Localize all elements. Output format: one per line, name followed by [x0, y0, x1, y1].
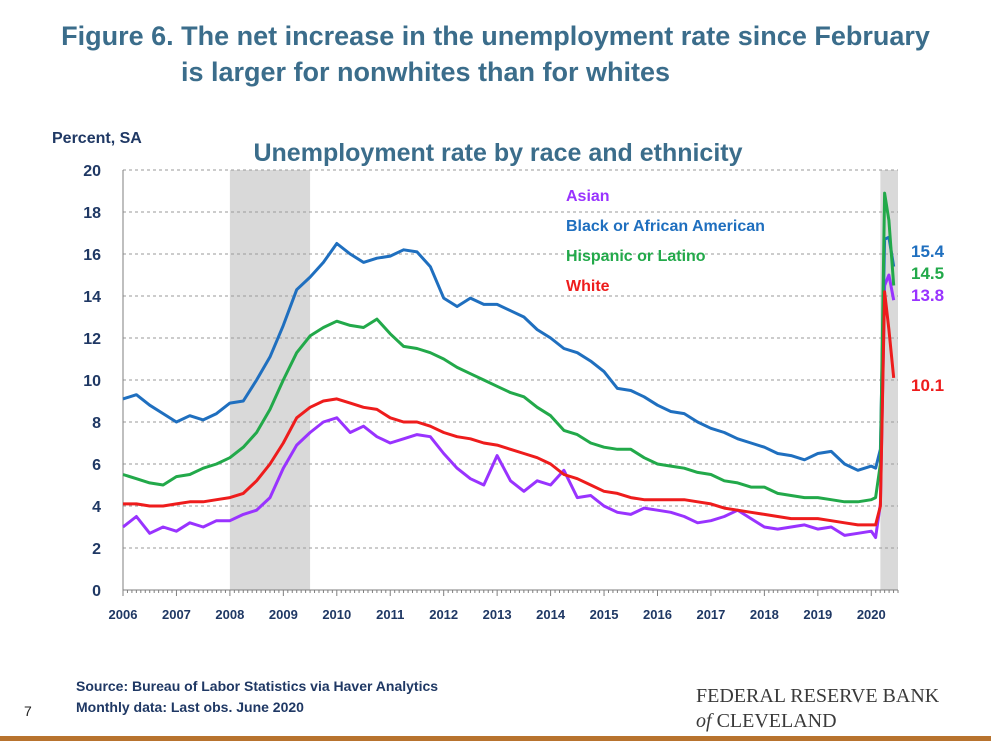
x-tick-label: 2013: [483, 607, 512, 622]
end-value-label-1: 15.4: [911, 242, 945, 261]
x-tick-label: 2016: [643, 607, 672, 622]
logo-line-1: FEDERAL RESERVE BANK: [696, 685, 940, 707]
figure-title: Figure 6. The net increase in the unempl…: [0, 18, 991, 90]
x-tick-label: 2015: [590, 607, 619, 622]
figure-title-line-1: Figure 6. The net increase in the unempl…: [61, 21, 930, 51]
series-line-3: [123, 290, 896, 527]
x-tick-label: 2019: [803, 607, 832, 622]
y-tick-label: 12: [83, 331, 101, 348]
series-line-0: [122, 273, 896, 539]
source-note: Source: Bureau of Labor Statistics via H…: [76, 676, 438, 718]
chart-title: Unemployment rate by race and ethnicity: [253, 139, 742, 167]
page-number: 7: [24, 703, 32, 719]
series-line-1: [122, 235, 896, 472]
end-value-label-0: 13.8: [911, 286, 944, 305]
legend-entry-2: Hispanic or Latino: [566, 248, 706, 265]
x-tick-label: 2010: [322, 607, 351, 622]
y-tick-label: 4: [92, 499, 101, 516]
x-tick-label: 2009: [269, 607, 298, 622]
y-tick-label: 2: [92, 541, 101, 558]
end-value-label-3: 10.1: [911, 376, 944, 395]
y-axis-label: Percent, SA: [52, 130, 142, 147]
logo-of: of: [696, 710, 712, 732]
x-tick-label: 2012: [429, 607, 458, 622]
y-tick-label: 10: [83, 373, 101, 390]
legend-entry-1: Black or African American: [566, 218, 765, 235]
x-tick-label: 2007: [162, 607, 191, 622]
figure-title-line-2: is larger for nonwhites than for whites: [180, 57, 671, 87]
y-tick-label: 14: [83, 289, 101, 306]
x-tick-label: 2011: [376, 607, 404, 622]
y-tick-label: 16: [83, 247, 101, 264]
source-text: Source: Bureau of Labor Statistics via H…: [76, 678, 439, 694]
x-tick-label: 2014: [536, 607, 566, 622]
y-tick-label: 6: [92, 457, 101, 474]
legend-entry-3: White: [566, 278, 610, 295]
x-tick-label: 2020: [857, 607, 886, 622]
fed-cleveland-logo: FEDERAL RESERVE BANK of CLEVELAND: [696, 684, 939, 734]
series-line-2: [122, 191, 896, 504]
end-value-label-2: 14.5: [911, 264, 944, 283]
y-tick-label: 18: [83, 205, 101, 222]
data-note-text: Monthly data: Last obs. June 2020: [76, 699, 304, 715]
logo-line-2: CLEVELAND: [716, 710, 837, 732]
y-tick-label: 8: [92, 415, 101, 432]
x-tick-label: 2017: [696, 607, 725, 622]
unemployment-chart: 0 2 4 6 8 10 12 14 16 18 20 2006 2007 2008 2009 2010 201…: [52, 130, 945, 622]
y-tick-label: 20: [83, 163, 101, 180]
x-tick-label: 2008: [215, 607, 244, 622]
x-tick-label: 2018: [750, 607, 779, 622]
y-tick-label: 0: [92, 583, 101, 600]
footer-bar: [0, 736, 991, 741]
x-tick-label: 2006: [109, 607, 138, 622]
legend-entry-0: Asian: [566, 188, 610, 205]
